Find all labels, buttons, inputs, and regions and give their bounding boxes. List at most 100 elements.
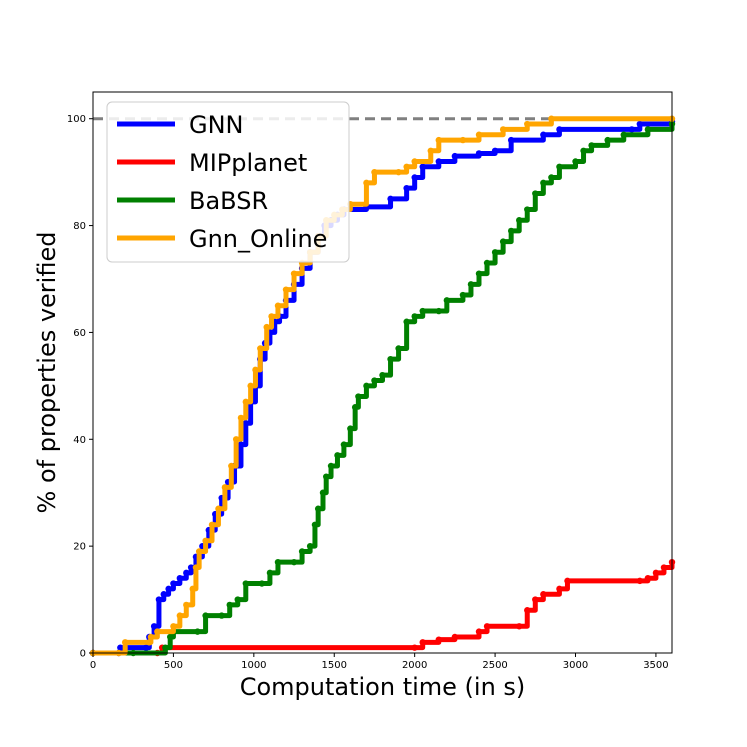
data-point: [218, 612, 225, 619]
data-point: [154, 628, 161, 635]
data-point: [395, 168, 402, 176]
data-point: [306, 542, 314, 550]
y-axis-label: % of properties verified: [33, 232, 61, 514]
x-tick-label: 2500: [482, 660, 507, 671]
data-point: [467, 281, 475, 288]
data-point: [556, 163, 563, 170]
data-point: [403, 163, 410, 170]
data-point: [194, 628, 201, 635]
data-point: [395, 345, 402, 352]
data-point: [319, 489, 327, 496]
x-tick-label: 500: [164, 660, 183, 671]
data-point: [298, 548, 306, 555]
data-point: [604, 136, 611, 144]
data-point: [516, 623, 523, 630]
data-point: [411, 313, 418, 320]
data-point: [258, 580, 266, 587]
legend-item-mipplanet: MIPplanet: [117, 149, 307, 177]
data-point: [334, 452, 341, 459]
data-point: [475, 131, 483, 138]
data-point: [176, 612, 184, 619]
legend-item-babsr: BaBSR: [117, 187, 268, 215]
legend-label: Gnn_Online: [189, 225, 327, 253]
data-point: [268, 313, 275, 320]
data-point: [314, 505, 322, 512]
data-point: [548, 115, 555, 122]
data-point: [588, 142, 595, 149]
data-point: [257, 345, 264, 352]
x-tick-label: 0: [90, 660, 96, 671]
data-point: [491, 147, 499, 154]
data-point: [628, 126, 635, 133]
legend-label: GNN: [189, 111, 244, 139]
data-point: [636, 120, 644, 128]
data-point: [636, 577, 644, 585]
data-point: [252, 366, 259, 374]
data-point: [189, 585, 196, 593]
y-tick-label: 20: [73, 542, 86, 553]
data-point: [266, 569, 274, 577]
data-point: [162, 644, 169, 651]
data-point: [475, 150, 483, 157]
data-point: [419, 163, 426, 170]
data-point: [234, 596, 241, 603]
data-point: [532, 190, 539, 197]
data-point: [215, 505, 222, 512]
data-point: [652, 569, 660, 577]
data-point: [620, 131, 627, 138]
data-point: [176, 575, 184, 582]
legend: GNN MIPplanet BaBSR Gnn_Online: [106, 101, 350, 263]
data-point: [475, 270, 483, 277]
data-point: [580, 147, 587, 154]
legend-label: MIPplanet: [189, 149, 307, 177]
data-point: [202, 612, 209, 619]
data-point: [564, 577, 571, 585]
data-point: [556, 585, 563, 593]
plot-frame: [92, 91, 673, 654]
data-point: [540, 591, 547, 598]
data-point: [150, 623, 158, 630]
y-ticks: 0 20 40 60 80 100: [67, 114, 93, 660]
data-point: [170, 580, 177, 587]
data-point: [387, 355, 394, 363]
data-point: [459, 136, 467, 144]
data-point: [572, 158, 579, 165]
y-tick-label: 0: [80, 649, 86, 660]
data-point: [290, 558, 298, 566]
data-point: [660, 564, 668, 571]
data-point: [499, 126, 507, 133]
data-point: [187, 564, 195, 571]
data-point: [379, 371, 386, 379]
y-tick-label: 100: [67, 114, 86, 125]
data-point: [247, 382, 254, 390]
data-point: [347, 425, 354, 432]
data-point: [242, 398, 249, 406]
data-point: [483, 623, 491, 630]
data-point: [403, 318, 410, 325]
data-point: [556, 126, 563, 133]
data-point: [548, 174, 555, 181]
data-point: [403, 184, 410, 192]
data-point: [443, 297, 451, 304]
data-point: [411, 158, 418, 165]
data-point: [507, 227, 515, 235]
legend-item-gnn_online: Gnn_Online: [117, 225, 327, 253]
y-tick-label: 60: [73, 328, 86, 339]
data-point: [387, 195, 394, 203]
data-point: [435, 307, 442, 315]
data-point: [644, 126, 652, 133]
data-point: [540, 179, 547, 187]
data-point: [117, 644, 124, 651]
data-point: [311, 521, 319, 528]
data-point: [475, 628, 483, 635]
x-tick-label: 2000: [402, 660, 427, 671]
legend-box: [106, 101, 350, 263]
data-point: [195, 548, 203, 555]
data-point: [282, 286, 290, 293]
data-point: [532, 596, 539, 603]
data-point: [451, 152, 459, 160]
data-point: [221, 484, 229, 491]
data-point: [540, 131, 547, 138]
data-point: [242, 420, 249, 427]
